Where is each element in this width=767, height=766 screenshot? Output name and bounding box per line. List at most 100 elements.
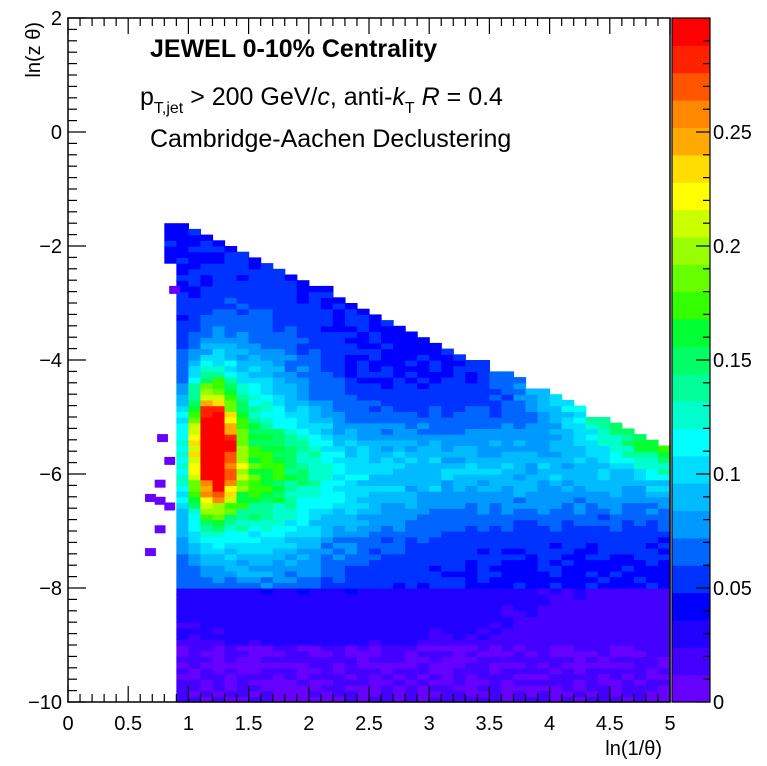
heatmap-cell: [489, 673, 503, 680]
heatmap-cell: [200, 496, 214, 504]
heatmap-cell: [501, 690, 515, 697]
heatmap-cell: [308, 354, 322, 361]
heatmap-cell: [296, 342, 310, 350]
heatmap-outlier-cell: [154, 479, 166, 488]
heatmap-cell: [200, 462, 214, 469]
heatmap-cell: [369, 570, 382, 578]
heatmap-cell: [236, 531, 250, 538]
heatmap-cell: [212, 548, 226, 555]
heatmap-cell: [549, 656, 563, 663]
heatmap-cell: [224, 673, 238, 680]
heatmap-cell: [489, 576, 503, 583]
heatmap-cell: [369, 496, 382, 504]
heatmap-cell: [417, 399, 430, 407]
heatmap-cell: [224, 559, 238, 566]
heatmap-cell: [356, 610, 370, 618]
heatmap-cell: [176, 622, 189, 629]
heatmap-cell: [549, 474, 563, 481]
heatmap-cell: [369, 434, 382, 441]
heatmap-cell: [236, 428, 250, 435]
heatmap-cell: [453, 462, 466, 469]
heatmap-cell: [549, 462, 563, 469]
heatmap-cell: [260, 399, 274, 407]
heatmap-cell: [356, 422, 370, 429]
heatmap-cell: [537, 548, 551, 555]
heatmap-cell: [248, 285, 262, 293]
heatmap-cell: [224, 399, 238, 407]
heatmap-cell: [417, 593, 430, 600]
heatmap-cell: [356, 320, 370, 327]
heatmap-cell: [537, 656, 551, 663]
heatmap-cell: [453, 422, 466, 429]
heatmap-cell: [176, 451, 189, 458]
heatmap-cell: [417, 548, 430, 555]
heatmap-cell: [597, 559, 611, 566]
heatmap-cell: [260, 576, 274, 583]
heatmap-cell: [369, 633, 382, 640]
heatmap-cell: [176, 593, 189, 600]
heatmap-cell: [513, 502, 527, 509]
heatmap-cell: [537, 553, 551, 561]
heatmap-cell: [260, 428, 274, 435]
heatmap-cell: [308, 348, 322, 355]
heatmap-cell: [320, 365, 334, 372]
heatmap-cell: [320, 405, 334, 412]
heatmap-cell: [332, 303, 346, 310]
heatmap-cell: [537, 559, 551, 566]
heatmap-cell: [308, 519, 322, 526]
heatmap-cell: [260, 405, 274, 412]
heatmap-cell: [200, 662, 214, 669]
heatmap-cell: [344, 559, 358, 566]
heatmap-cell: [296, 337, 310, 344]
heatmap-cell: [260, 348, 274, 355]
heatmap-cell: [344, 542, 358, 549]
heatmap-cell: [621, 576, 635, 583]
heatmap-cell: [212, 399, 226, 407]
heatmap-cell: [356, 531, 370, 538]
heatmap-cell: [489, 468, 503, 475]
heatmap-cell: [429, 684, 442, 692]
heatmap-cell: [633, 639, 647, 646]
y-tick-label: 2: [51, 8, 62, 30]
heatmap-cell: [429, 422, 442, 429]
heatmap-cell: [236, 325, 250, 333]
heatmap-cell: [224, 553, 238, 561]
heatmap-cell: [200, 468, 214, 475]
heatmap-cell: [597, 451, 611, 458]
heatmap-cell: [429, 439, 442, 447]
heatmap-cell: [332, 531, 346, 538]
heatmap-cell: [513, 610, 527, 618]
heatmap-cell: [272, 553, 286, 561]
heatmap-cell: [356, 462, 370, 469]
heatmap-cell: [344, 513, 358, 521]
heatmap-cell: [645, 445, 659, 452]
heatmap-cell: [356, 645, 370, 652]
heatmap-cell: [200, 656, 214, 663]
heatmap-cell: [393, 662, 406, 669]
heatmap-cell: [296, 445, 310, 452]
heatmap-cell: [429, 365, 442, 372]
heatmap-cell: [284, 508, 298, 515]
heatmap-cell: [393, 513, 406, 521]
heatmap-cell: [296, 690, 310, 697]
heatmap-cell: [200, 348, 214, 355]
heatmap-cell: [188, 365, 202, 372]
heatmap-cell: [657, 639, 671, 646]
heatmap-cell: [344, 314, 358, 321]
heatmap-cell: [188, 439, 202, 447]
heatmap-cell: [320, 382, 334, 390]
heatmap-cell: [561, 417, 575, 424]
heatmap-cell: [501, 399, 515, 407]
heatmap-cell: [332, 553, 346, 561]
heatmap-cell: [236, 679, 250, 686]
heatmap-cell: [308, 405, 322, 412]
heatmap-cell: [549, 468, 563, 475]
heatmap-cell: [489, 667, 503, 675]
heatmap-cell: [621, 667, 635, 675]
heatmap-cell: [489, 553, 503, 561]
heatmap-cell: [501, 525, 515, 532]
heatmap-cell: [513, 519, 527, 526]
heatmap-cell: [621, 479, 635, 486]
heatmap-cell: [320, 445, 334, 452]
heatmap-cell: [573, 536, 587, 543]
